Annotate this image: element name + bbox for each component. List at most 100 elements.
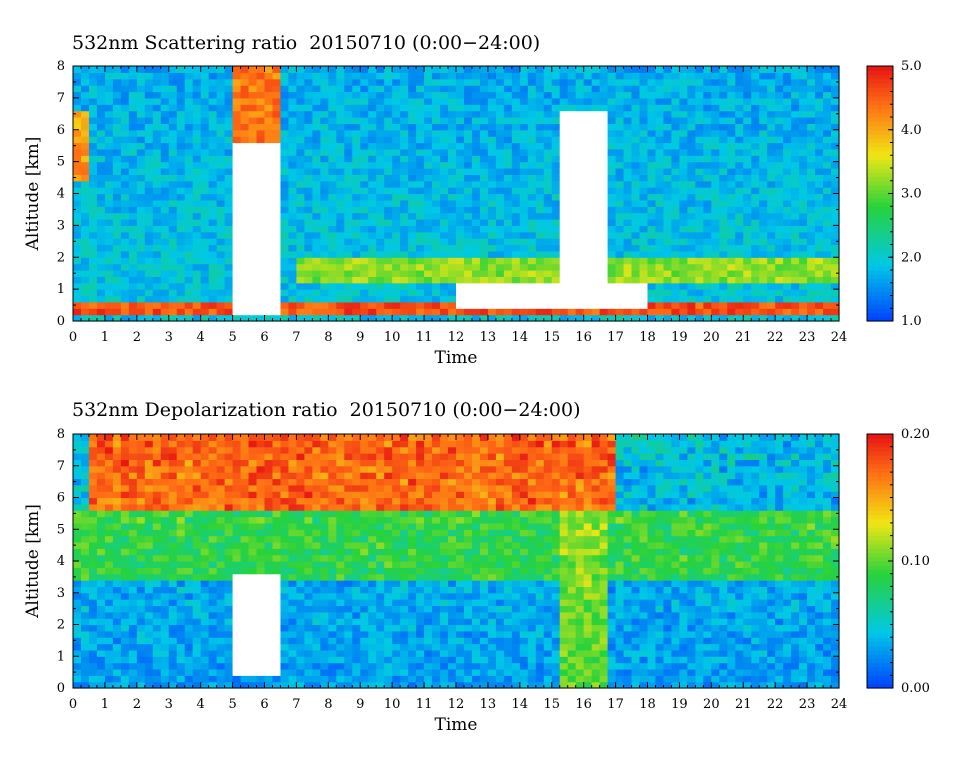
heatmap-cell: [112, 675, 122, 683]
heatmap-cell: [192, 637, 202, 645]
heatmap-cell: [192, 110, 202, 118]
heatmap-cell: [463, 289, 473, 297]
heatmap-cell: [112, 110, 122, 118]
heatmap-cell: [599, 289, 609, 297]
heatmap-cell: [416, 148, 425, 156]
heatmap-cell: [112, 637, 122, 645]
heatmap-cell: [575, 231, 585, 239]
heatmap-cell: [719, 193, 728, 201]
heatmap-cell: [527, 136, 537, 144]
heatmap-cell: [647, 91, 657, 99]
heatmap-cell: [120, 78, 130, 86]
heatmap-cell: [384, 123, 393, 131]
heatmap-cell: [495, 314, 505, 322]
heatmap-cell: [408, 212, 417, 220]
heatmap-cell: [296, 174, 305, 182]
heatmap-cell: [815, 244, 824, 252]
heatmap-cell: [376, 123, 385, 131]
heatmap-cell: [631, 123, 641, 131]
heatmap-cell: [256, 270, 266, 277]
heatmap-cell: [128, 465, 138, 473]
heatmap-cell: [168, 250, 178, 258]
heatmap-cell: [376, 257, 385, 265]
heatmap-cell: [376, 91, 385, 99]
heatmap-cell: [200, 668, 210, 676]
heatmap-cell: [128, 592, 138, 600]
heatmap-cell: [144, 573, 154, 581]
heatmap-cell: [368, 250, 377, 258]
heatmap-cell: [248, 161, 258, 169]
heatmap-cell: [112, 567, 122, 575]
heatmap-cell: [312, 142, 321, 150]
heatmap-cell: [631, 314, 641, 322]
heatmap-cell: [823, 314, 832, 322]
heatmap-cell: [104, 561, 114, 568]
heatmap-cell: [591, 199, 601, 207]
heatmap-cell: [344, 123, 353, 131]
heatmap-cell: [663, 136, 673, 144]
heatmap-cell: [80, 295, 90, 303]
heatmap-cell: [791, 193, 800, 201]
heatmap-cell: [80, 643, 90, 651]
heatmap-cell: [336, 104, 345, 112]
heatmap-cell: [248, 72, 258, 80]
heatmap-cell: [216, 129, 226, 137]
heatmap-cell: [73, 484, 82, 492]
heatmap-cell: [743, 168, 752, 175]
heatmap-cell: [559, 199, 569, 207]
heatmap-cell: [152, 187, 162, 195]
heatmap-cell: [631, 276, 641, 284]
heatmap-cell: [128, 522, 138, 530]
heatmap-cell: [272, 206, 282, 214]
heatmap-cell: [192, 484, 202, 492]
heatmap-cell: [823, 148, 832, 156]
heatmap-cell: [655, 225, 665, 233]
heatmap-cell: [304, 225, 313, 233]
heatmap-cell: [479, 174, 489, 182]
heatmap-cell: [424, 155, 433, 163]
heatmap-cell: [751, 225, 760, 233]
heatmap-cell: [112, 503, 122, 511]
heatmap-cell: [559, 148, 569, 156]
heatmap-cell: [463, 180, 473, 188]
heatmap-cell: [671, 148, 681, 156]
heatmap-cell: [192, 611, 202, 619]
heatmap-cell: [575, 66, 585, 73]
heatmap-cell: [312, 219, 321, 226]
heatmap-cell: [503, 219, 513, 226]
heatmap-cell: [623, 212, 633, 220]
heatmap-cell: [240, 193, 250, 201]
heatmap-cell: [168, 541, 178, 549]
heatmap-cell: [144, 541, 154, 549]
heatmap-cell: [280, 123, 290, 131]
heatmap-cell: [296, 282, 305, 290]
colorbar-segment: [867, 95, 893, 101]
heatmap-cell: [144, 66, 154, 73]
heatmap-cell: [479, 244, 489, 252]
colorbar-segment: [867, 282, 893, 288]
heatmap-cell: [96, 592, 106, 600]
heatmap-cell: [567, 123, 577, 131]
heatmap-cell: [727, 85, 736, 93]
heatmap-cell: [535, 263, 545, 271]
heatmap-cell: [799, 129, 808, 137]
heatmap-cell: [112, 301, 122, 309]
heatmap-cell: [280, 174, 290, 182]
heatmap-cell: [440, 270, 449, 277]
heatmap-cell: [471, 301, 481, 309]
heatmap-cell: [352, 238, 361, 246]
heatmap-cell: [104, 250, 114, 258]
heatmap-cell: [224, 72, 234, 80]
heatmap-cell: [120, 276, 130, 284]
heatmap-cell: [248, 238, 258, 246]
heatmap-cell: [80, 193, 90, 201]
heatmap-cell: [232, 180, 242, 188]
heatmap-cell: [128, 554, 138, 562]
heatmap-cell: [88, 516, 98, 524]
heatmap-cell: [799, 91, 808, 99]
heatmap-cell: [783, 123, 792, 131]
heatmap-cell: [216, 206, 226, 214]
heatmap-cell: [663, 244, 673, 252]
heatmap-cell: [296, 168, 305, 175]
heatmap-cell: [80, 174, 90, 182]
